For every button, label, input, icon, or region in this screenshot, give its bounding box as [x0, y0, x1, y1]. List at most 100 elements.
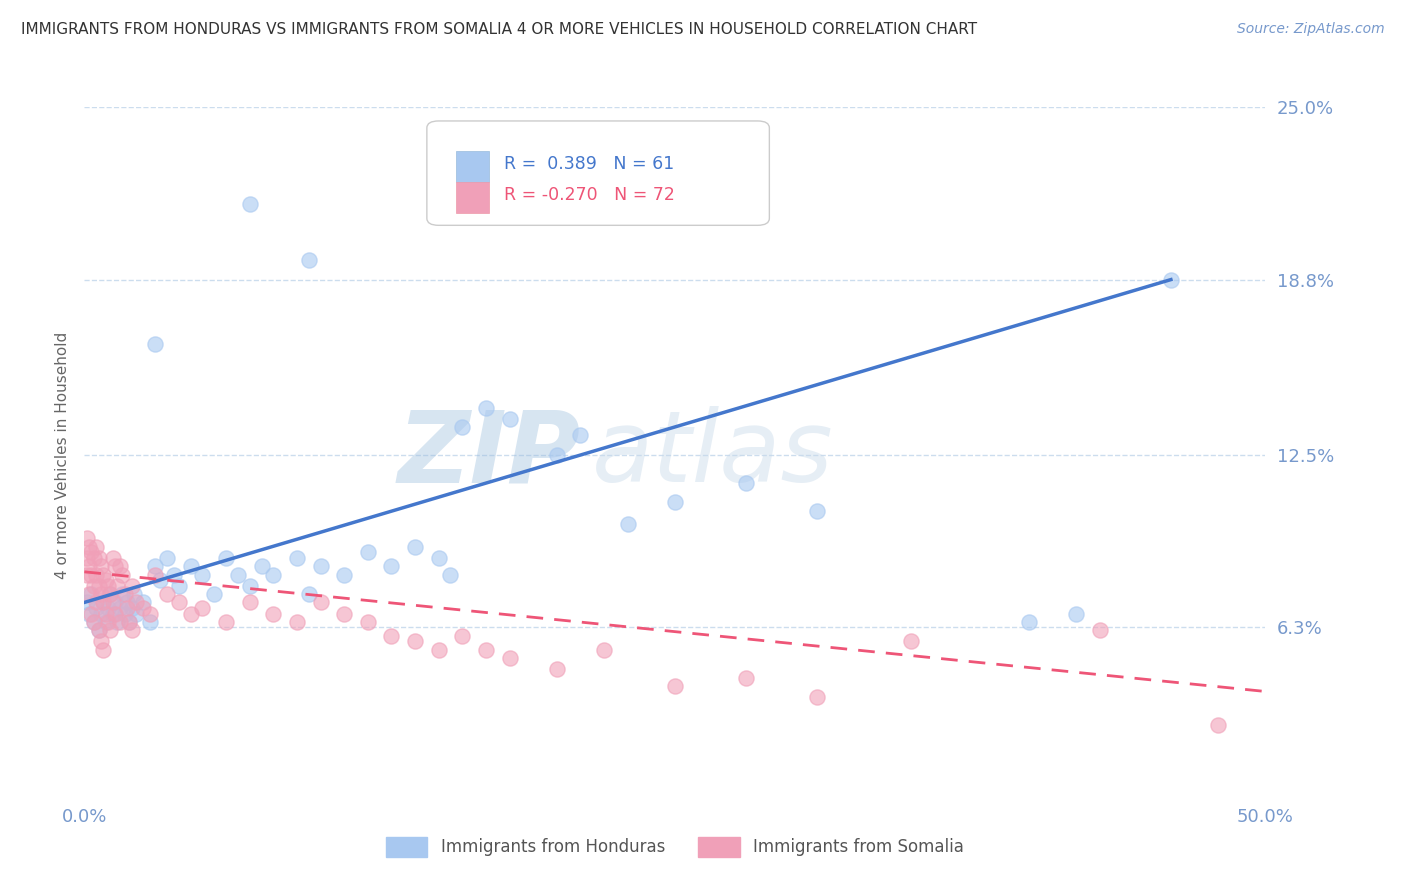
Point	[108, 559, 131, 574]
Point	[1066, 607, 1088, 621]
Point	[439, 567, 461, 582]
Point	[202, 587, 225, 601]
Point	[80, 545, 103, 559]
Point	[84, 595, 107, 609]
Point	[104, 607, 127, 621]
Point	[357, 545, 380, 559]
Point	[98, 587, 121, 601]
Point	[1088, 624, 1111, 638]
Bar	[457, 182, 489, 213]
Point	[91, 595, 114, 609]
Point	[616, 517, 638, 532]
Point	[180, 607, 202, 621]
Point	[167, 579, 190, 593]
Point	[80, 567, 103, 582]
Point	[226, 567, 249, 582]
Point	[380, 629, 402, 643]
Point	[180, 559, 202, 574]
Text: R =  0.389   N = 61: R = 0.389 N = 61	[503, 155, 673, 173]
Point	[94, 615, 117, 629]
Point	[734, 475, 756, 490]
Point	[101, 607, 124, 621]
Text: R = -0.270   N = 72: R = -0.270 N = 72	[503, 186, 675, 204]
Point	[806, 503, 828, 517]
Point	[333, 607, 356, 621]
Point	[84, 540, 107, 554]
Point	[114, 587, 136, 601]
Point	[664, 679, 686, 693]
Point	[111, 587, 134, 601]
Point	[143, 336, 166, 351]
Point	[734, 671, 756, 685]
Point	[404, 634, 426, 648]
Text: IMMIGRANTS FROM HONDURAS VS IMMIGRANTS FROM SOMALIA 4 OR MORE VEHICLES IN HOUSEH: IMMIGRANTS FROM HONDURAS VS IMMIGRANTS F…	[21, 22, 977, 37]
Point	[239, 579, 262, 593]
Point	[104, 559, 127, 574]
Point	[118, 615, 141, 629]
Point	[80, 587, 103, 601]
Point	[333, 567, 356, 582]
Point	[309, 559, 332, 574]
Point	[97, 615, 120, 629]
Point	[91, 595, 114, 609]
Text: ZIP: ZIP	[398, 407, 581, 503]
Point	[76, 567, 98, 582]
Point	[143, 559, 166, 574]
Point	[90, 559, 112, 574]
Point	[132, 595, 155, 609]
Point	[87, 579, 110, 593]
Point	[101, 550, 124, 565]
Point	[77, 587, 100, 601]
Point	[90, 634, 112, 648]
Point	[94, 573, 117, 587]
Point	[122, 587, 145, 601]
Point	[239, 197, 262, 211]
Point	[90, 587, 112, 601]
Point	[239, 595, 262, 609]
Point	[546, 662, 568, 676]
Point	[76, 595, 98, 609]
Point	[84, 567, 107, 582]
Point	[132, 601, 155, 615]
Point	[98, 587, 121, 601]
Point	[108, 615, 131, 629]
Point	[250, 559, 273, 574]
Point	[118, 615, 141, 629]
Point	[262, 607, 284, 621]
Point	[298, 253, 321, 268]
Point	[1160, 272, 1182, 286]
Point	[546, 448, 568, 462]
Point	[806, 690, 828, 704]
Text: atlas: atlas	[592, 407, 834, 503]
Point	[121, 624, 143, 638]
Point	[108, 601, 131, 615]
Point	[664, 495, 686, 509]
Point	[77, 607, 100, 621]
Point	[380, 559, 402, 574]
Point	[139, 615, 162, 629]
Point	[1018, 615, 1040, 629]
Point	[83, 579, 105, 593]
Point	[80, 607, 103, 621]
Point	[298, 587, 321, 601]
Point	[94, 607, 117, 621]
Point	[111, 567, 134, 582]
Point	[191, 567, 214, 582]
Point	[87, 624, 110, 638]
Point	[191, 601, 214, 615]
Point	[900, 634, 922, 648]
Point	[76, 532, 98, 546]
Point	[77, 540, 100, 554]
Point	[76, 550, 98, 565]
Point	[83, 615, 105, 629]
Point	[101, 595, 124, 609]
Point	[404, 540, 426, 554]
Point	[156, 550, 179, 565]
Point	[87, 624, 110, 638]
Y-axis label: 4 or more Vehicles in Household: 4 or more Vehicles in Household	[55, 331, 70, 579]
Point	[115, 595, 138, 609]
Point	[498, 411, 520, 425]
Point	[215, 550, 238, 565]
Point	[427, 550, 450, 565]
Point	[498, 651, 520, 665]
